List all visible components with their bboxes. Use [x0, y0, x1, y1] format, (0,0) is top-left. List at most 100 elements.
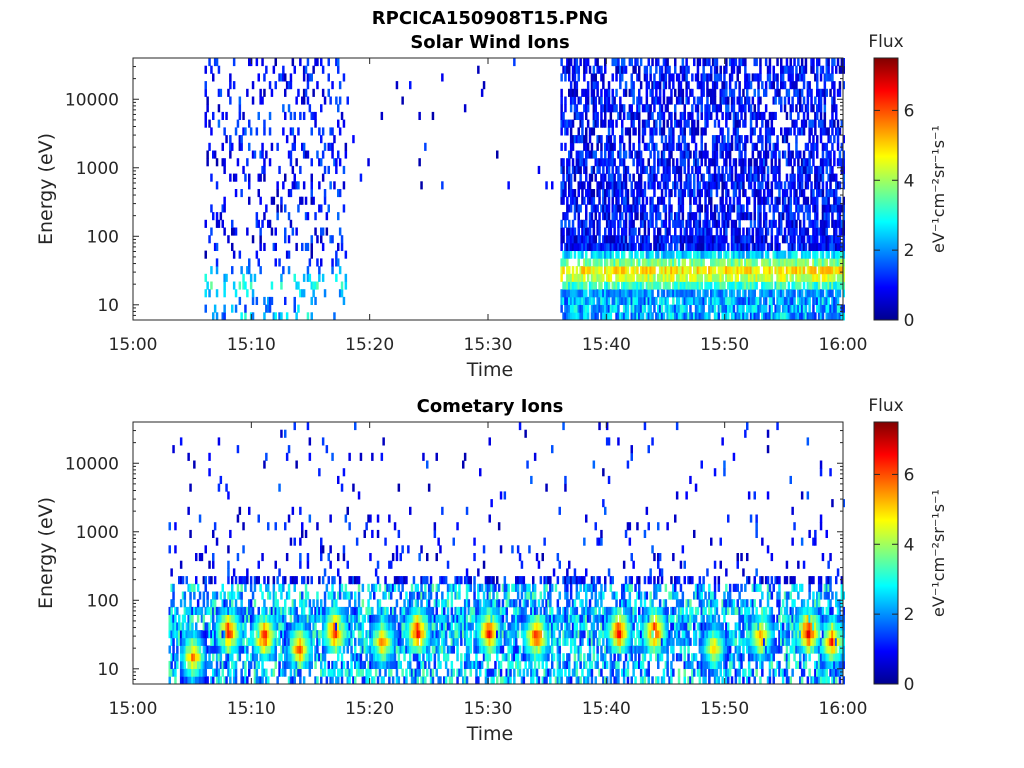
- spectrogram-cell: [658, 312, 662, 321]
- spectrogram-cell: [198, 606, 202, 616]
- spectrogram-cell: [615, 104, 618, 113]
- spectrogram-cell: [747, 165, 751, 175]
- spectrogram-cell: [340, 235, 344, 244]
- spectrogram-cell: [274, 227, 277, 236]
- spectrogram-cell: [602, 158, 605, 167]
- spectrogram-cell: [744, 165, 747, 175]
- spectrogram-cell: [835, 235, 838, 244]
- spectrogram-cell: [259, 196, 262, 205]
- spectrogram-cell: [636, 204, 639, 213]
- spectrogram-cell: [208, 645, 211, 654]
- spectrogram-cell: [725, 96, 728, 105]
- spectrogram-cell: [255, 660, 259, 670]
- spectrogram-cell: [253, 583, 257, 592]
- spectrogram-cell: [757, 266, 760, 275]
- spectrogram-cell: [568, 273, 571, 282]
- spectrogram-cell: [310, 576, 313, 585]
- spectrogram-cell: [215, 637, 219, 646]
- spectrogram-cell: [740, 204, 743, 213]
- spectrogram-cell: [573, 296, 577, 306]
- spectrogram-cell: [730, 181, 734, 190]
- spectrogram-cell: [577, 250, 580, 259]
- spectrogram-cell: [770, 242, 774, 252]
- spectrogram-cell: [768, 65, 772, 74]
- spectrogram-cell: [842, 258, 845, 267]
- spectrogram-cell: [785, 235, 789, 244]
- spectrogram-cell: [208, 660, 211, 670]
- spectrogram-cell: [647, 266, 650, 275]
- spectrogram-cell: [628, 127, 632, 136]
- spectrogram-cell: [708, 296, 711, 306]
- spectrogram-cell: [757, 88, 760, 97]
- spectrogram-cell: [670, 258, 673, 267]
- spectrogram-cell: [689, 219, 692, 228]
- spectrogram-cell: [746, 304, 749, 313]
- spectrogram-cell: [791, 96, 794, 105]
- spectrogram-cell: [586, 304, 590, 313]
- spectrogram-cell: [674, 165, 677, 175]
- spectrogram-cell: [781, 204, 785, 213]
- spectrogram-cell: [727, 212, 730, 221]
- spectrogram-cell: [713, 312, 717, 321]
- spectrogram-cell: [744, 242, 747, 252]
- spectrogram-cell: [181, 676, 185, 685]
- spectrogram-cell: [238, 630, 242, 639]
- spectrogram-cell: [234, 304, 238, 313]
- spectrogram-cell: [842, 289, 845, 298]
- spectrogram-cell: [592, 165, 596, 175]
- spectrogram-cell: [797, 158, 800, 167]
- spectrogram-cell: [219, 212, 223, 221]
- spectrogram-cell: [333, 606, 336, 616]
- spectrogram-cell: [248, 614, 251, 623]
- spectrogram-cell: [658, 73, 662, 82]
- spectrogram-cell: [634, 58, 637, 67]
- spectrogram-cell: [638, 173, 641, 182]
- spectrogram-cell: [278, 653, 281, 662]
- spectrogram-cell: [693, 96, 696, 105]
- spectrogram-cell: [778, 250, 781, 259]
- spectrogram-cell: [759, 242, 762, 252]
- spectrogram-cell: [816, 250, 819, 259]
- spectrogram-cell: [588, 258, 592, 267]
- spectrogram-cell: [780, 312, 783, 321]
- spectrogram-cell: [693, 289, 696, 298]
- spectrogram-cell: [717, 173, 721, 182]
- spectrogram-cell: [685, 73, 688, 82]
- spectrogram-cell: [204, 660, 207, 670]
- spectrogram-cell: [301, 614, 304, 623]
- spectrogram-cell: [592, 289, 596, 298]
- spectrogram-cell: [736, 304, 739, 313]
- spectrogram-cell: [810, 104, 813, 113]
- spectrogram-cell: [566, 250, 569, 259]
- spectrogram-cell: [763, 273, 766, 282]
- spectrogram-cell: [700, 204, 703, 213]
- y-axis-label: Energy (eV): [35, 133, 57, 245]
- spectrogram-cell: [212, 653, 215, 662]
- spectrogram-cell: [759, 304, 762, 313]
- spectrogram-cell: [838, 181, 842, 190]
- spectrogram-cell: [198, 637, 202, 646]
- spectrogram-cell: [698, 189, 702, 198]
- spectrogram-cell: [265, 637, 268, 646]
- spectrogram-cell: [836, 219, 840, 228]
- spectrogram-cell: [282, 266, 285, 275]
- spectrogram-cell: [213, 150, 217, 159]
- spectrogram-cell: [715, 58, 719, 67]
- spectrogram-cell: [600, 296, 603, 306]
- spectrogram-cell: [624, 181, 628, 190]
- spectrogram-cell: [681, 150, 685, 159]
- spectrogram-cell: [321, 173, 325, 182]
- spectrogram-cell: [677, 96, 681, 105]
- spectrogram-cell: [816, 135, 819, 144]
- spectrogram-cell: [590, 304, 594, 313]
- spectrogram-cell: [774, 165, 777, 175]
- spectrogram-cell: [783, 273, 787, 282]
- spectrogram-cell: [596, 135, 599, 144]
- spectrogram-cell: [668, 219, 671, 228]
- spectrogram-cell: [573, 312, 577, 321]
- spectrogram-cell: [829, 88, 832, 97]
- spectrogram-cell: [785, 65, 789, 74]
- spectrogram-cell: [215, 668, 219, 677]
- spectrogram-cell: [687, 150, 690, 159]
- spectrogram-cell: [588, 235, 592, 244]
